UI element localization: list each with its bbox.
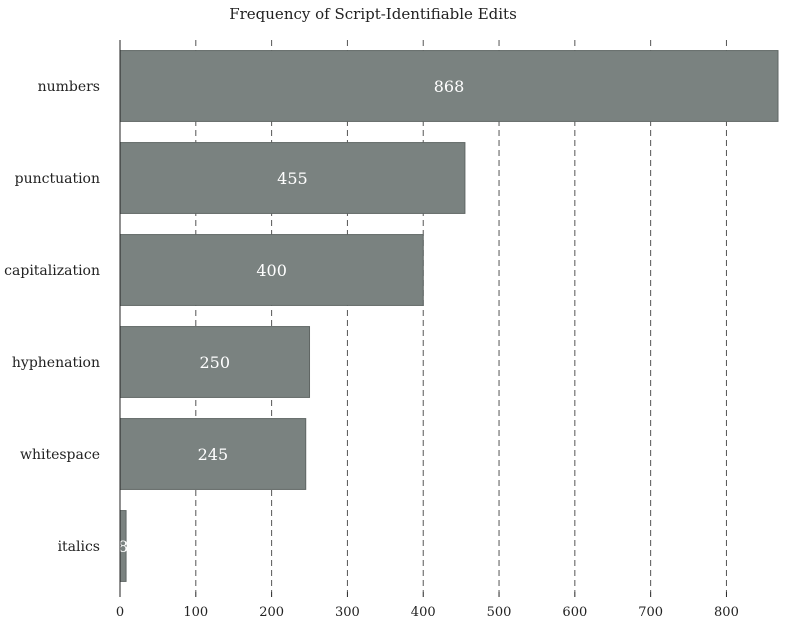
x-tick-label-300: 300 bbox=[335, 605, 360, 620]
value-label-whitespace: 245 bbox=[198, 445, 229, 464]
value-label-punctuation: 455 bbox=[277, 169, 308, 188]
value-label-capitalization: 400 bbox=[256, 261, 287, 280]
value-label-numbers: 868 bbox=[434, 77, 465, 96]
category-label-whitespace: whitespace bbox=[20, 447, 100, 463]
x-tick-label-400: 400 bbox=[411, 605, 436, 620]
bar-punctuation bbox=[119, 142, 466, 214]
category-label-numbers: numbers bbox=[38, 79, 100, 95]
x-tick-label-100: 100 bbox=[183, 605, 208, 620]
category-label-italics: italics bbox=[58, 539, 100, 555]
bar-layer: 868 455 400 250 245 8 bbox=[118, 50, 779, 582]
category-label-capitalization: capitalization bbox=[4, 263, 100, 279]
x-tick-label-0: 0 bbox=[116, 605, 124, 620]
x-tick-label-600: 600 bbox=[562, 605, 587, 620]
grid-layer bbox=[195, 40, 727, 592]
x-tick-label-200: 200 bbox=[259, 605, 284, 620]
value-label-italics: 8 bbox=[118, 537, 128, 556]
x-tick-label-500: 500 bbox=[487, 605, 512, 620]
chart-title: Frequency of Script-Identifiable Edits bbox=[229, 5, 517, 23]
bar-hyphenation bbox=[119, 326, 311, 398]
bar-whitespace bbox=[119, 418, 307, 490]
category-label-hyphenation: hyphenation bbox=[12, 355, 100, 371]
axis-layer: 0 100 200 300 400 500 600 700 800 numbers punctuat… bbox=[4, 40, 739, 620]
x-tick-label-800: 800 bbox=[714, 605, 739, 620]
bar-capitalization bbox=[119, 234, 424, 306]
x-tick-label-700: 700 bbox=[638, 605, 663, 620]
category-label-punctuation: punctuation bbox=[15, 171, 100, 187]
value-label-hyphenation: 250 bbox=[199, 353, 230, 372]
